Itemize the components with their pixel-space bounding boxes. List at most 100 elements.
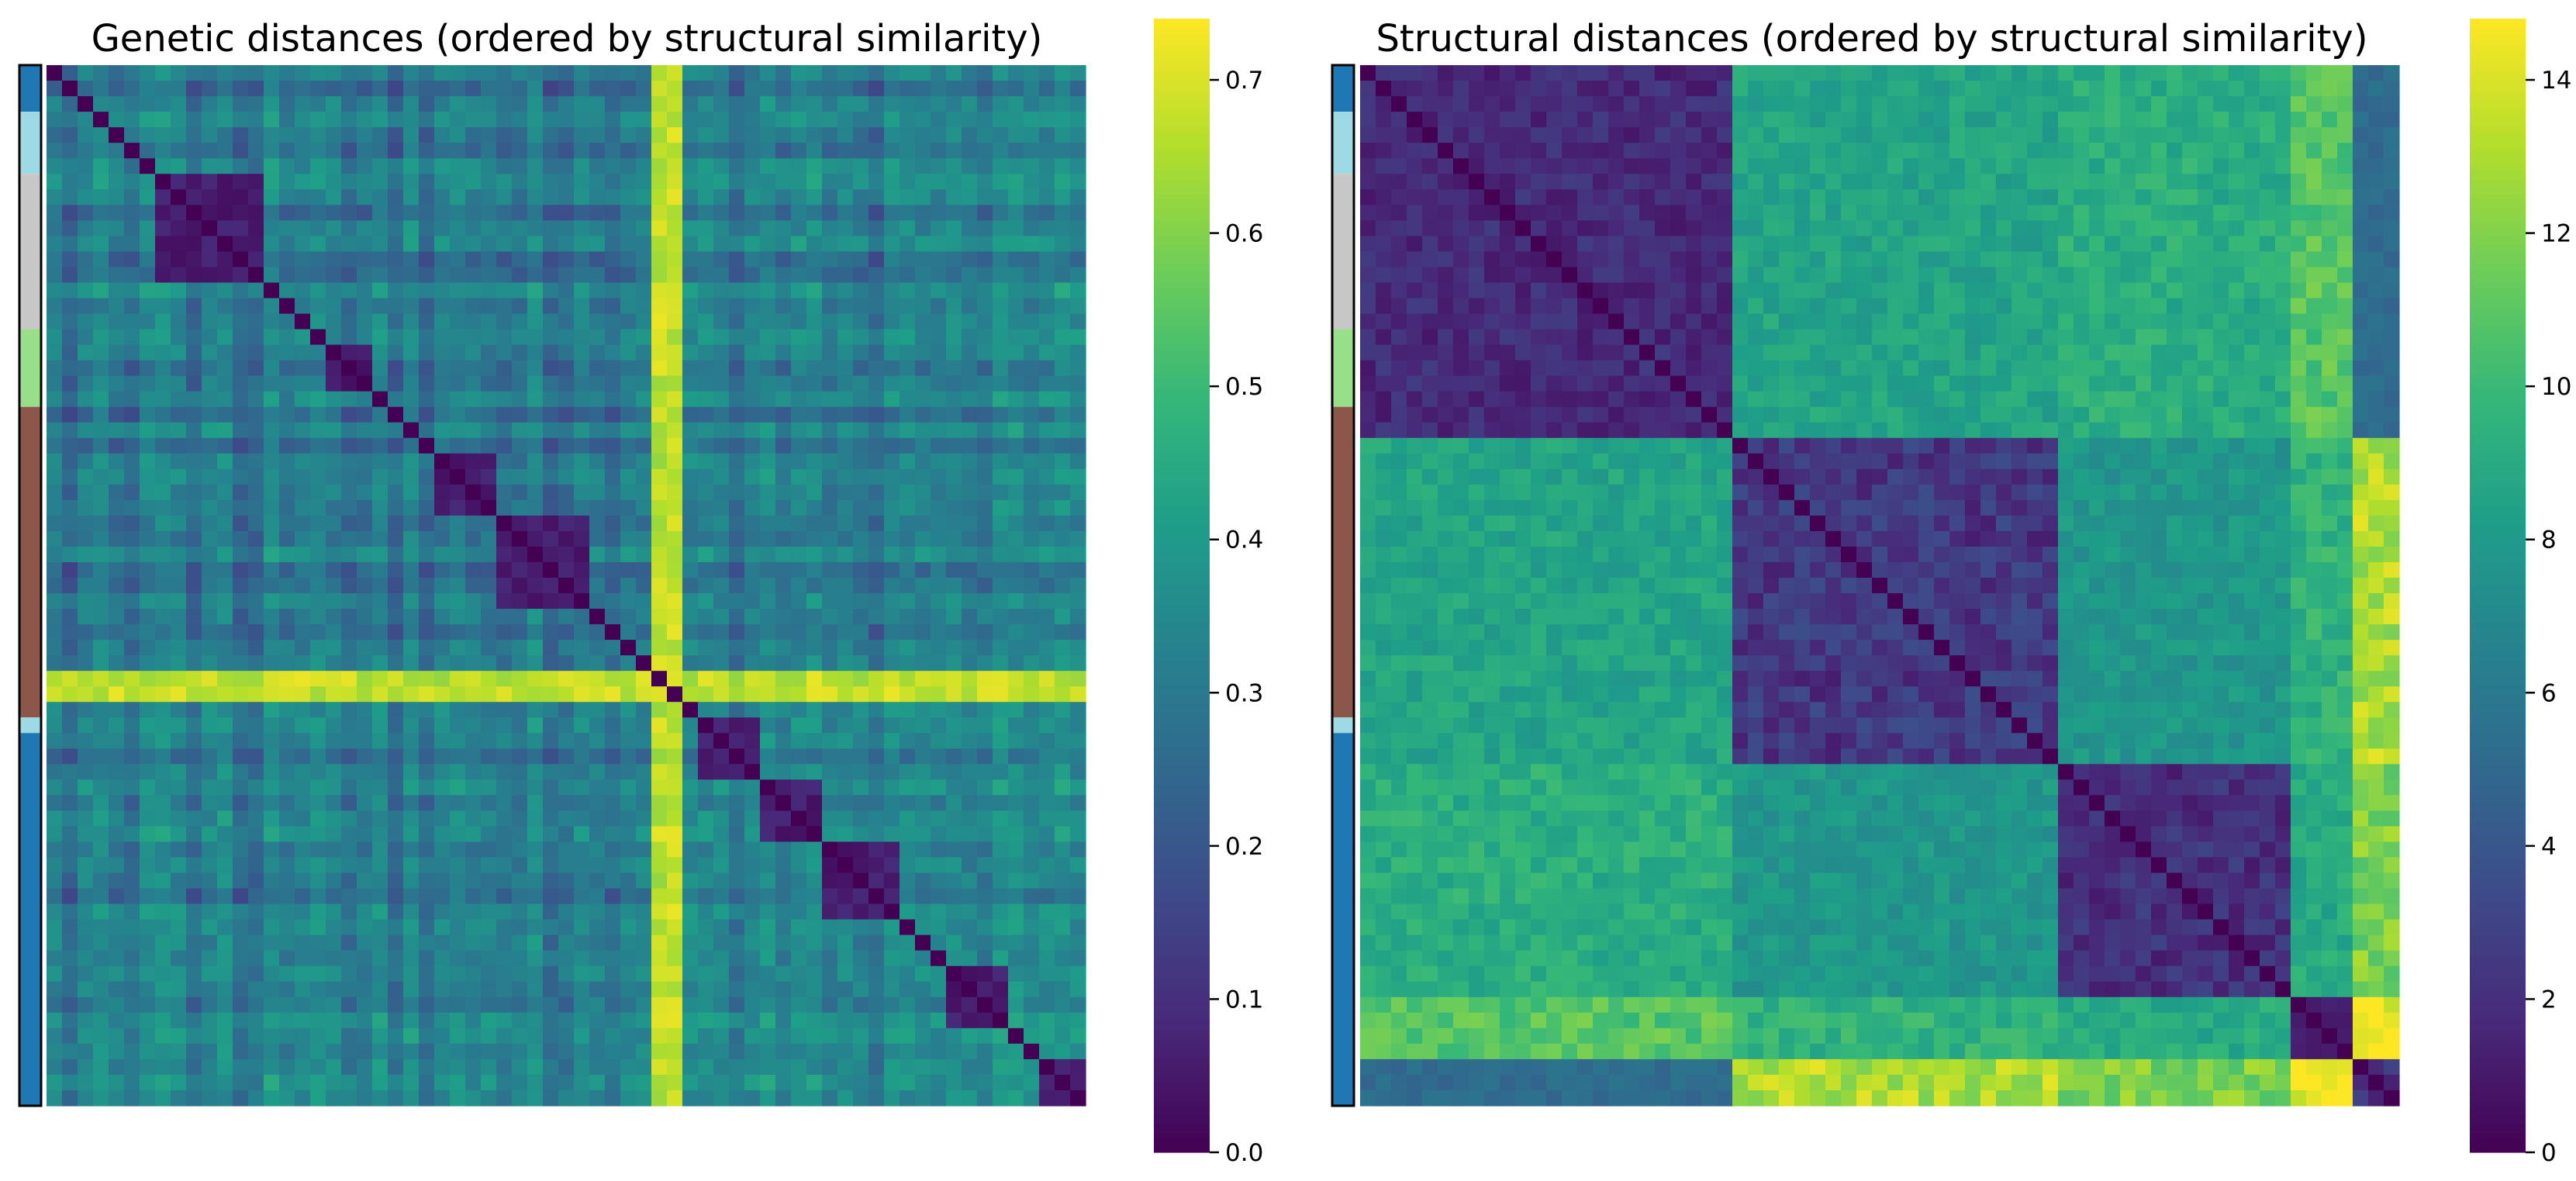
- heatmap-cell: [248, 888, 264, 905]
- heatmap-cell: [295, 577, 311, 594]
- heatmap-cell: [760, 919, 776, 936]
- heatmap-cell: [667, 671, 683, 687]
- heatmap-cell: [682, 282, 699, 299]
- heatmap-cell: [651, 640, 668, 656]
- heatmap-cell: [1593, 112, 1609, 128]
- heatmap-cell: [512, 546, 528, 563]
- heatmap-cell: [403, 733, 420, 749]
- heatmap-cell: [248, 174, 264, 190]
- heatmap-cell: [868, 112, 885, 128]
- heatmap-cell: [496, 810, 513, 827]
- heatmap-cell: [388, 267, 404, 284]
- heatmap-cell: [264, 686, 280, 703]
- heatmap-cell: [946, 282, 962, 299]
- heatmap-cell: [853, 81, 869, 97]
- heatmap-cell: [2042, 65, 2059, 81]
- heatmap-cell: [248, 919, 264, 936]
- heatmap-cell: [1391, 81, 1407, 97]
- heatmap-cell: [822, 857, 838, 874]
- heatmap-cell: [744, 267, 761, 284]
- heatmap-cell: [682, 96, 699, 112]
- heatmap-cell: [791, 437, 807, 454]
- heatmap-cell: [915, 344, 931, 361]
- heatmap-cell: [900, 515, 916, 532]
- heatmap-cell: [341, 671, 357, 687]
- heatmap-cell: [713, 810, 730, 827]
- heatmap-cell: [279, 624, 295, 641]
- heatmap-cell: [527, 1043, 544, 1060]
- colorbar-gradient-step: [1154, 722, 1210, 728]
- colorbar-gradient-step: [1154, 372, 1210, 378]
- colorbar-gradient-step: [1154, 1124, 1210, 1130]
- heatmap-cell: [1546, 65, 1563, 81]
- heatmap-cell: [775, 313, 792, 330]
- heatmap-cell: [651, 733, 668, 749]
- heatmap-cell: [775, 282, 792, 299]
- heatmap-cell: [713, 127, 730, 143]
- heatmap-cell: [806, 344, 823, 361]
- heatmap-cell: [140, 795, 156, 812]
- heatmap-cell: [1593, 81, 1609, 97]
- colorbar-gradient-step: [1154, 387, 1210, 392]
- heatmap-cell: [558, 717, 575, 734]
- heatmap-cell: [977, 437, 993, 454]
- heatmap-cell: [481, 981, 497, 998]
- heatmap-cell: [450, 1043, 466, 1060]
- colorbar-gradient-step: [1154, 765, 1210, 771]
- heatmap-cell: [295, 360, 311, 377]
- heatmap-cell: [884, 282, 900, 299]
- heatmap-cell: [853, 981, 869, 998]
- heatmap-cell: [1070, 127, 1086, 143]
- heatmap-cell: [62, 515, 78, 532]
- heatmap-cell: [326, 220, 342, 237]
- heatmap-cell: [450, 779, 466, 796]
- heatmap-cell: [667, 577, 683, 594]
- heatmap-cell: [806, 686, 823, 703]
- heatmap-cell: [62, 1089, 78, 1107]
- heatmap-cell: [140, 686, 156, 703]
- heatmap-cell: [1577, 112, 1594, 128]
- heatmap-cell: [341, 810, 357, 827]
- heatmap-cell: [900, 81, 916, 97]
- heatmap-cell: [155, 499, 171, 516]
- colorbar-gradient-step: [1154, 236, 1210, 241]
- heatmap-cell: [574, 593, 590, 609]
- heatmap-cell: [558, 671, 575, 687]
- heatmap-cell: [388, 624, 404, 641]
- heatmap-cell: [357, 795, 373, 812]
- heatmap-cell: [1980, 65, 1997, 81]
- heatmap-cell: [403, 437, 420, 454]
- heatmap-cell: [1469, 81, 1485, 97]
- heatmap-cell: [450, 422, 466, 439]
- heatmap-cell: [155, 888, 171, 905]
- heatmap-cell: [837, 1089, 854, 1107]
- heatmap-cell: [341, 127, 357, 143]
- heatmap-cell: [931, 826, 947, 843]
- heatmap-cell: [744, 344, 761, 361]
- heatmap-cell: [698, 996, 714, 1014]
- heatmap-cell: [186, 686, 202, 703]
- heatmap-cell: [2275, 81, 2291, 97]
- heatmap-cell: [186, 826, 202, 843]
- heatmap-cell: [326, 996, 342, 1014]
- heatmap-cell: [931, 530, 947, 547]
- heatmap-cell: [915, 174, 931, 190]
- heatmap-cell: [931, 1089, 947, 1107]
- heatmap-cell: [729, 236, 745, 252]
- heatmap-cell: [357, 189, 373, 205]
- heatmap-cell: [837, 375, 854, 392]
- heatmap-cell: [620, 965, 637, 982]
- heatmap-cell: [78, 702, 94, 718]
- heatmap-cell: [124, 65, 140, 81]
- heatmap-cell: [931, 981, 947, 998]
- heatmap-cell: [47, 546, 63, 563]
- heatmap-cell: [760, 655, 776, 672]
- heatmap-cell: [155, 484, 171, 501]
- heatmap-cell: [900, 468, 916, 485]
- heatmap-cell: [109, 981, 125, 998]
- heatmap-cell: [713, 872, 730, 889]
- heatmap-cell: [636, 530, 652, 547]
- heatmap-cell: [1008, 671, 1024, 687]
- heatmap-cell: [124, 267, 140, 284]
- heatmap-cell: [403, 950, 420, 967]
